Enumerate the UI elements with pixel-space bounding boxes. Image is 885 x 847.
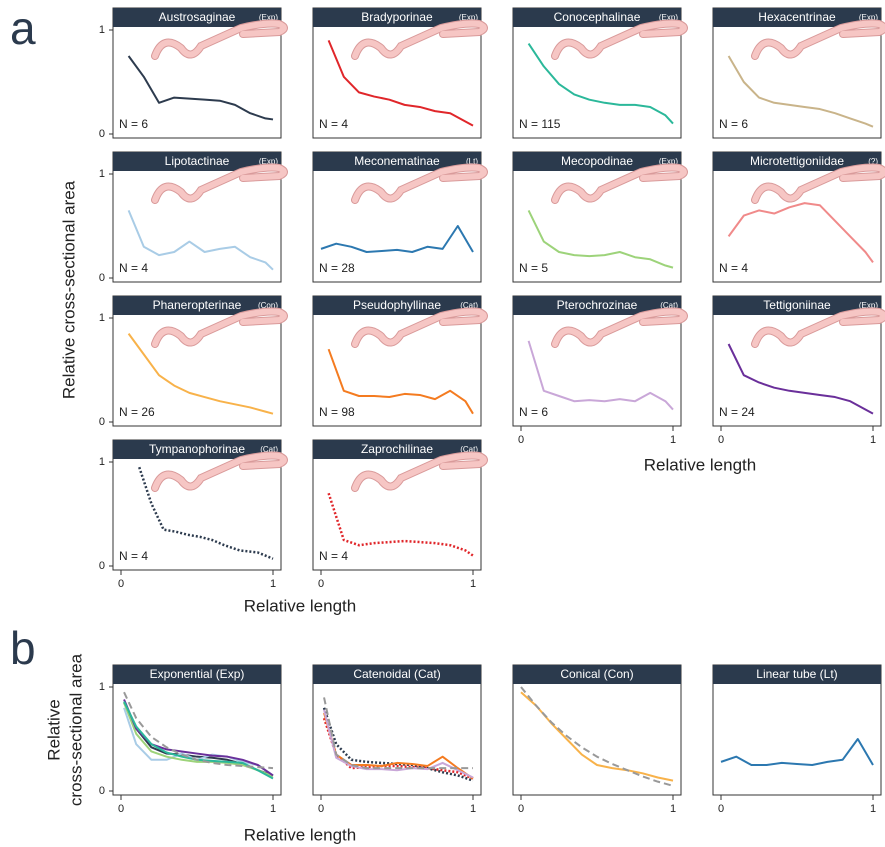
- panel-title: Catenoidal (Cat): [353, 667, 440, 681]
- plot-frame: [713, 665, 881, 795]
- x-axis-label: Relative length: [244, 596, 356, 615]
- x-tick-label: 0: [318, 803, 324, 815]
- sample-size: N = 4: [119, 549, 148, 563]
- sample-size: N = 4: [319, 549, 348, 563]
- x-tick-label: 1: [270, 578, 276, 590]
- x-tick-label: 1: [870, 434, 876, 446]
- y-axis-label: Relative: [44, 699, 63, 760]
- x-tick-label: 1: [270, 803, 276, 815]
- x-tick-label: 0: [118, 578, 124, 590]
- x-tick-label: 1: [670, 434, 676, 446]
- panel-title: Austrosaginae: [159, 10, 236, 24]
- panel-title: Lipotactinae: [165, 154, 230, 168]
- x-axis-label: Relative length: [244, 825, 356, 844]
- x-tick-label: 0: [318, 578, 324, 590]
- sample-size: N = 6: [119, 117, 148, 131]
- y-tick-label: 0: [99, 416, 105, 428]
- sample-size: N = 115: [519, 117, 561, 131]
- panel-title: Mecopodinae: [561, 154, 633, 168]
- x-tick-label: 0: [718, 434, 724, 446]
- y-axis-label: cross-sectional area: [66, 653, 85, 806]
- sample-size: N = 24: [719, 405, 755, 419]
- panel-title: Exponential (Exp): [150, 667, 245, 681]
- panel-title: Tettigoniinae: [763, 298, 831, 312]
- panel-title: Conical (Con): [560, 667, 633, 681]
- figure: a b Relative cross-sectional area Relati…: [0, 0, 885, 847]
- x-tick-label: 1: [870, 803, 876, 815]
- panel-title: Meconematinae: [354, 154, 440, 168]
- y-tick-label: 1: [99, 681, 105, 693]
- panel-title: Conocephalinae: [554, 10, 641, 24]
- sample-size: N = 6: [719, 117, 748, 131]
- sample-size: N = 6: [519, 405, 548, 419]
- x-tick-label: 1: [470, 803, 476, 815]
- panel-title: Linear tube (Lt): [756, 667, 837, 681]
- panel-title: Tympanophorinae: [149, 442, 245, 456]
- panel-label: b: [10, 622, 36, 674]
- y-tick-label: 1: [99, 456, 105, 468]
- sample-size: N = 4: [119, 261, 148, 275]
- y-tick-label: 0: [99, 785, 105, 797]
- sample-size: N = 4: [319, 117, 348, 131]
- sample-size: N = 26: [119, 405, 155, 419]
- panel-label: a: [10, 2, 36, 54]
- sample-size: N = 5: [519, 261, 548, 275]
- plot-frame: [513, 665, 681, 795]
- y-tick-label: 1: [99, 24, 105, 36]
- panel-title: Bradyporinae: [361, 10, 433, 24]
- sample-size: N = 28: [319, 261, 355, 275]
- sample-size: N = 4: [719, 261, 748, 275]
- y-tick-label: 0: [99, 272, 105, 284]
- x-tick-label: 1: [470, 578, 476, 590]
- panel-title: Pseudophyllinae: [353, 298, 441, 312]
- panel-title: Phaneropterinae: [153, 298, 242, 312]
- x-tick-label: 1: [670, 803, 676, 815]
- y-tick-label: 0: [99, 128, 105, 140]
- y-tick-label: 1: [99, 312, 105, 324]
- x-axis-label: Relative length: [644, 455, 756, 474]
- x-tick-label: 0: [718, 803, 724, 815]
- panel-title: Zaprochilinae: [361, 442, 433, 456]
- panel-title: Hexacentrinae: [758, 10, 836, 24]
- x-tick-label: 0: [518, 803, 524, 815]
- y-tick-label: 1: [99, 168, 105, 180]
- y-tick-label: 0: [99, 560, 105, 572]
- plot-frame: [313, 665, 481, 795]
- x-tick-label: 0: [118, 803, 124, 815]
- x-tick-label: 0: [518, 434, 524, 446]
- panel-title: Microtettigoniidae: [750, 154, 844, 168]
- sample-size: N = 98: [319, 405, 355, 419]
- y-axis-label: Relative cross-sectional area: [59, 180, 78, 399]
- panel-title: Pterochrozinae: [557, 298, 638, 312]
